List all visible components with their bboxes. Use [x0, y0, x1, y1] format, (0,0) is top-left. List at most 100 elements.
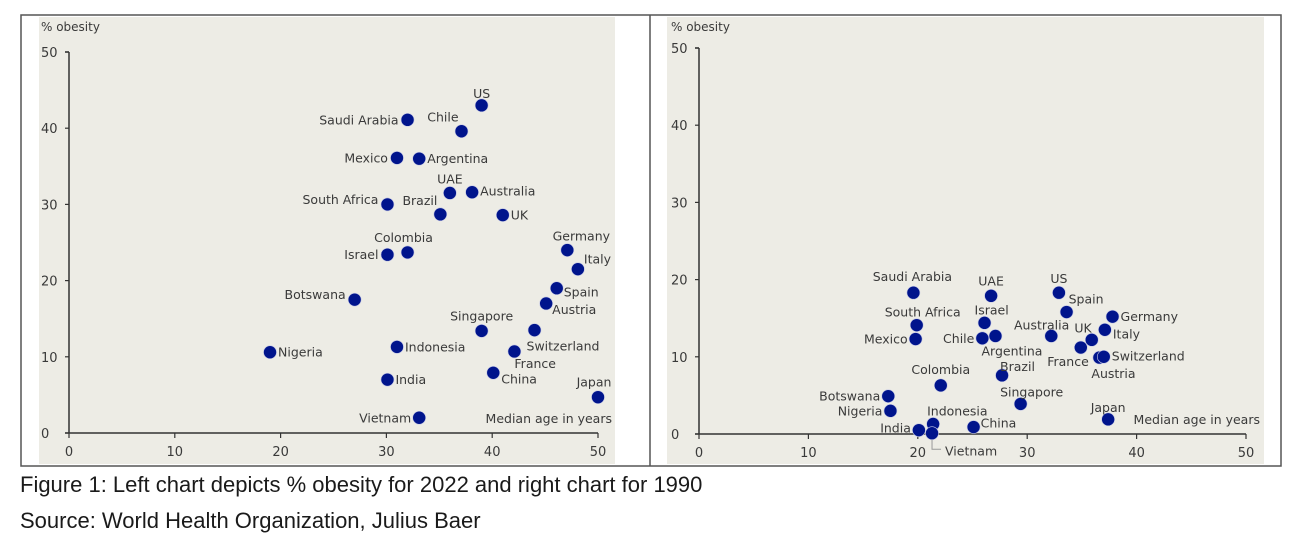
data-label: South Africa [303, 192, 379, 207]
data-label: UAE [978, 273, 1004, 288]
x-tick-label: 50 [590, 445, 607, 460]
data-label: China [981, 416, 1017, 431]
data-point [443, 186, 457, 200]
data-label: Vietnam [945, 444, 997, 459]
data-label: Mexico [344, 150, 388, 165]
y-axis-title: % obesity [41, 20, 100, 34]
data-point [988, 329, 1003, 343]
data-point [539, 296, 553, 311]
data-point [486, 366, 501, 380]
y-tick-label: 0 [41, 427, 49, 442]
y-tick-label: 10 [41, 351, 58, 366]
data-point [1084, 333, 1099, 347]
x-tick-label: 10 [167, 445, 184, 460]
data-point [390, 340, 404, 354]
data-label: Germany [1121, 309, 1179, 324]
data-point [465, 185, 479, 200]
x-tick-label: 20 [272, 445, 289, 460]
data-point [933, 378, 948, 393]
data-point [412, 151, 426, 166]
data-label: UAE [437, 171, 463, 186]
data-point [975, 331, 990, 346]
plot-background [667, 17, 1264, 464]
data-label: Spain [1069, 292, 1104, 307]
y-tick-label: 20 [671, 274, 688, 289]
y-axis-title: % obesity [671, 20, 730, 34]
data-label: France [514, 356, 556, 371]
x-tick-label: 40 [1128, 446, 1145, 461]
data-point [977, 316, 992, 330]
data-label: UK [1074, 320, 1092, 335]
data-point [433, 207, 448, 222]
data-point [1052, 285, 1066, 300]
data-label: Italy [1113, 326, 1141, 341]
x-tick-label: 40 [484, 445, 501, 460]
data-point [527, 323, 542, 337]
data-label: Israel [975, 302, 1009, 317]
data-point [380, 197, 395, 212]
figure-caption: Figure 1: Left chart depicts % obesity f… [20, 472, 703, 497]
data-point [908, 332, 923, 346]
data-label: Mexico [864, 332, 908, 347]
data-label: Colombia [374, 230, 433, 245]
y-tick-label: 10 [671, 351, 688, 366]
data-label: UK [511, 208, 529, 223]
data-label: Botswana [285, 287, 346, 302]
data-label: Argentina [427, 151, 488, 166]
data-point [474, 324, 489, 338]
x-tick-label: 50 [1238, 446, 1255, 461]
data-point [1074, 340, 1088, 355]
data-point [347, 292, 362, 307]
data-label: US [473, 86, 490, 101]
data-point [591, 390, 605, 404]
data-point [1013, 397, 1028, 411]
data-label: Japan [1090, 400, 1126, 415]
data-label: India [880, 421, 911, 436]
data-point [1098, 322, 1112, 337]
data-label: Chile [943, 331, 975, 346]
chart-1990: % obesity 0 10 20 30 40 50 0 10 20 30 40 50 Median ag… [667, 17, 1264, 464]
data-point [263, 345, 277, 360]
y-tick-label: 0 [671, 428, 679, 443]
data-label: Singapore [1000, 384, 1063, 399]
data-point [380, 372, 395, 387]
data-point [507, 344, 522, 359]
data-label: Singapore [450, 308, 513, 323]
data-label: Brazil [1000, 359, 1035, 374]
data-point [390, 151, 404, 165]
data-label: Austria [552, 302, 596, 317]
data-point [400, 113, 415, 127]
y-tick-label: 50 [41, 46, 58, 61]
x-tick-label: 0 [695, 446, 703, 461]
data-point [966, 420, 981, 434]
x-tick-label: 20 [910, 446, 927, 461]
x-tick-label: 10 [800, 446, 817, 461]
data-point [560, 243, 575, 257]
data-label: Spain [564, 285, 599, 300]
data-point [984, 289, 998, 303]
data-point [883, 404, 898, 418]
data-label: Germany [553, 229, 611, 244]
chart-2022: % obesity 0 10 20 30 40 50 0 10 20 30 40 50 Median ag… [39, 17, 615, 464]
plot-background [39, 17, 615, 464]
data-point [400, 245, 415, 260]
data-label: Colombia [911, 362, 970, 377]
y-tick-label: 30 [671, 196, 688, 211]
data-label: US [1050, 271, 1067, 286]
data-label: Australia [1014, 317, 1069, 332]
data-label: Indonesia [927, 403, 987, 418]
data-point [412, 410, 426, 425]
data-label: Nigeria [838, 403, 883, 418]
data-label: China [501, 371, 537, 386]
data-label: Chile [427, 110, 459, 125]
data-point [881, 389, 896, 403]
leader-line [931, 437, 942, 450]
x-axis-title: Median age in years [486, 411, 612, 426]
data-point [1096, 349, 1111, 364]
x-tick-label: 0 [65, 445, 73, 460]
x-tick-label: 30 [1019, 446, 1036, 461]
data-point [474, 98, 489, 113]
data-label: Brazil [402, 193, 437, 208]
data-label: Switzerland [1112, 348, 1185, 363]
data-label: Botswana [819, 389, 880, 404]
